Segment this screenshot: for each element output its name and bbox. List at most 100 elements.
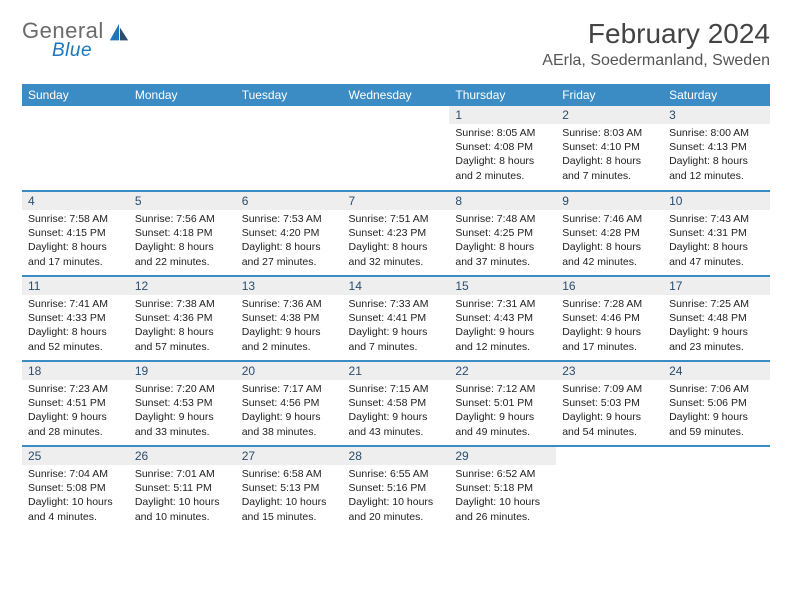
day-body: Sunrise: 7:23 AMSunset: 4:51 PMDaylight:… — [22, 380, 129, 443]
day-line: and 42 minutes. — [562, 255, 657, 269]
day-cell: 2Sunrise: 8:03 AMSunset: 4:10 PMDaylight… — [556, 106, 663, 191]
day-body: Sunrise: 7:46 AMSunset: 4:28 PMDaylight:… — [556, 210, 663, 273]
day-cell: 14Sunrise: 7:33 AMSunset: 4:41 PMDayligh… — [343, 276, 450, 361]
day-body: Sunrise: 7:01 AMSunset: 5:11 PMDaylight:… — [129, 465, 236, 528]
day-number — [236, 106, 343, 110]
day-line: Sunrise: 7:09 AM — [562, 382, 657, 396]
day-line: Sunrise: 7:28 AM — [562, 297, 657, 311]
day-line: Sunset: 4:31 PM — [669, 226, 764, 240]
day-line: Sunset: 4:10 PM — [562, 140, 657, 154]
day-line: Daylight: 8 hours — [455, 154, 550, 168]
day-number: 6 — [236, 192, 343, 210]
day-line: Daylight: 8 hours — [669, 240, 764, 254]
day-cell: 29Sunrise: 6:52 AMSunset: 5:18 PMDayligh… — [449, 446, 556, 531]
day-number: 20 — [236, 362, 343, 380]
day-header: Thursday — [449, 84, 556, 106]
day-line: and 59 minutes. — [669, 425, 764, 439]
day-line: Sunrise: 7:56 AM — [135, 212, 230, 226]
day-header: Tuesday — [236, 84, 343, 106]
day-line: Sunset: 4:56 PM — [242, 396, 337, 410]
day-cell: 15Sunrise: 7:31 AMSunset: 4:43 PMDayligh… — [449, 276, 556, 361]
day-cell — [343, 106, 450, 191]
day-number: 10 — [663, 192, 770, 210]
day-line: Sunset: 4:23 PM — [349, 226, 444, 240]
sail-icon — [108, 22, 130, 44]
day-line: and 15 minutes. — [242, 510, 337, 524]
day-body: Sunrise: 7:56 AMSunset: 4:18 PMDaylight:… — [129, 210, 236, 273]
logo-text-block: General Blue — [22, 18, 104, 62]
day-line: and 12 minutes. — [455, 340, 550, 354]
day-body: Sunrise: 7:58 AMSunset: 4:15 PMDaylight:… — [22, 210, 129, 273]
week-row: 18Sunrise: 7:23 AMSunset: 4:51 PMDayligh… — [22, 361, 770, 446]
day-body: Sunrise: 7:53 AMSunset: 4:20 PMDaylight:… — [236, 210, 343, 273]
day-number: 16 — [556, 277, 663, 295]
day-body: Sunrise: 7:09 AMSunset: 5:03 PMDaylight:… — [556, 380, 663, 443]
day-cell: 7Sunrise: 7:51 AMSunset: 4:23 PMDaylight… — [343, 191, 450, 276]
day-line: Sunset: 4:25 PM — [455, 226, 550, 240]
day-cell: 3Sunrise: 8:00 AMSunset: 4:13 PMDaylight… — [663, 106, 770, 191]
day-line: Sunset: 4:41 PM — [349, 311, 444, 325]
day-line: Sunrise: 7:17 AM — [242, 382, 337, 396]
day-number — [22, 106, 129, 110]
day-line: and 47 minutes. — [669, 255, 764, 269]
day-header: Sunday — [22, 84, 129, 106]
day-number: 29 — [449, 447, 556, 465]
day-number: 19 — [129, 362, 236, 380]
day-line: Sunset: 4:28 PM — [562, 226, 657, 240]
day-header: Monday — [129, 84, 236, 106]
day-line: and 43 minutes. — [349, 425, 444, 439]
title-block: February 2024 AErla, Soedermanland, Swed… — [542, 18, 770, 70]
topbar: General Blue February 2024 AErla, Soeder… — [22, 18, 770, 70]
day-line: and 4 minutes. — [28, 510, 123, 524]
day-cell: 6Sunrise: 7:53 AMSunset: 4:20 PMDaylight… — [236, 191, 343, 276]
day-line: Sunset: 4:33 PM — [28, 311, 123, 325]
day-line: Daylight: 9 hours — [669, 325, 764, 339]
day-line: Sunrise: 7:36 AM — [242, 297, 337, 311]
day-line: Sunrise: 7:15 AM — [349, 382, 444, 396]
day-line: Sunrise: 7:38 AM — [135, 297, 230, 311]
day-line: Daylight: 8 hours — [669, 154, 764, 168]
day-line: Sunrise: 7:48 AM — [455, 212, 550, 226]
day-line: Sunset: 5:16 PM — [349, 481, 444, 495]
day-body: Sunrise: 7:51 AMSunset: 4:23 PMDaylight:… — [343, 210, 450, 273]
day-number: 5 — [129, 192, 236, 210]
day-body: Sunrise: 7:12 AMSunset: 5:01 PMDaylight:… — [449, 380, 556, 443]
day-cell: 23Sunrise: 7:09 AMSunset: 5:03 PMDayligh… — [556, 361, 663, 446]
day-body: Sunrise: 6:55 AMSunset: 5:16 PMDaylight:… — [343, 465, 450, 528]
day-line: and 2 minutes. — [242, 340, 337, 354]
day-line: Sunrise: 7:25 AM — [669, 297, 764, 311]
day-number: 18 — [22, 362, 129, 380]
day-line: Sunrise: 7:58 AM — [28, 212, 123, 226]
day-line: Daylight: 8 hours — [562, 240, 657, 254]
day-line: Daylight: 9 hours — [242, 410, 337, 424]
day-line: and 7 minutes. — [562, 169, 657, 183]
day-number: 4 — [22, 192, 129, 210]
day-body: Sunrise: 7:41 AMSunset: 4:33 PMDaylight:… — [22, 295, 129, 358]
day-cell — [129, 106, 236, 191]
day-number — [343, 106, 450, 110]
day-line: Sunset: 5:08 PM — [28, 481, 123, 495]
day-line: Sunset: 4:18 PM — [135, 226, 230, 240]
day-cell: 16Sunrise: 7:28 AMSunset: 4:46 PMDayligh… — [556, 276, 663, 361]
day-body: Sunrise: 7:20 AMSunset: 4:53 PMDaylight:… — [129, 380, 236, 443]
day-line: Sunrise: 7:23 AM — [28, 382, 123, 396]
day-line: and 22 minutes. — [135, 255, 230, 269]
brand-sub: Blue — [52, 40, 104, 62]
day-line: and 7 minutes. — [349, 340, 444, 354]
day-line: Daylight: 8 hours — [135, 325, 230, 339]
day-line: Sunset: 5:01 PM — [455, 396, 550, 410]
day-cell — [663, 446, 770, 531]
day-line: Sunrise: 7:06 AM — [669, 382, 764, 396]
day-body: Sunrise: 7:17 AMSunset: 4:56 PMDaylight:… — [236, 380, 343, 443]
day-line: Daylight: 10 hours — [349, 495, 444, 509]
day-body: Sunrise: 8:00 AMSunset: 4:13 PMDaylight:… — [663, 124, 770, 187]
day-line: Sunset: 5:13 PM — [242, 481, 337, 495]
day-cell: 22Sunrise: 7:12 AMSunset: 5:01 PMDayligh… — [449, 361, 556, 446]
day-line: Sunrise: 7:12 AM — [455, 382, 550, 396]
day-cell: 19Sunrise: 7:20 AMSunset: 4:53 PMDayligh… — [129, 361, 236, 446]
day-line: Daylight: 8 hours — [349, 240, 444, 254]
day-cell: 18Sunrise: 7:23 AMSunset: 4:51 PMDayligh… — [22, 361, 129, 446]
day-line: and 38 minutes. — [242, 425, 337, 439]
day-body: Sunrise: 7:15 AMSunset: 4:58 PMDaylight:… — [343, 380, 450, 443]
day-line: Sunset: 4:58 PM — [349, 396, 444, 410]
